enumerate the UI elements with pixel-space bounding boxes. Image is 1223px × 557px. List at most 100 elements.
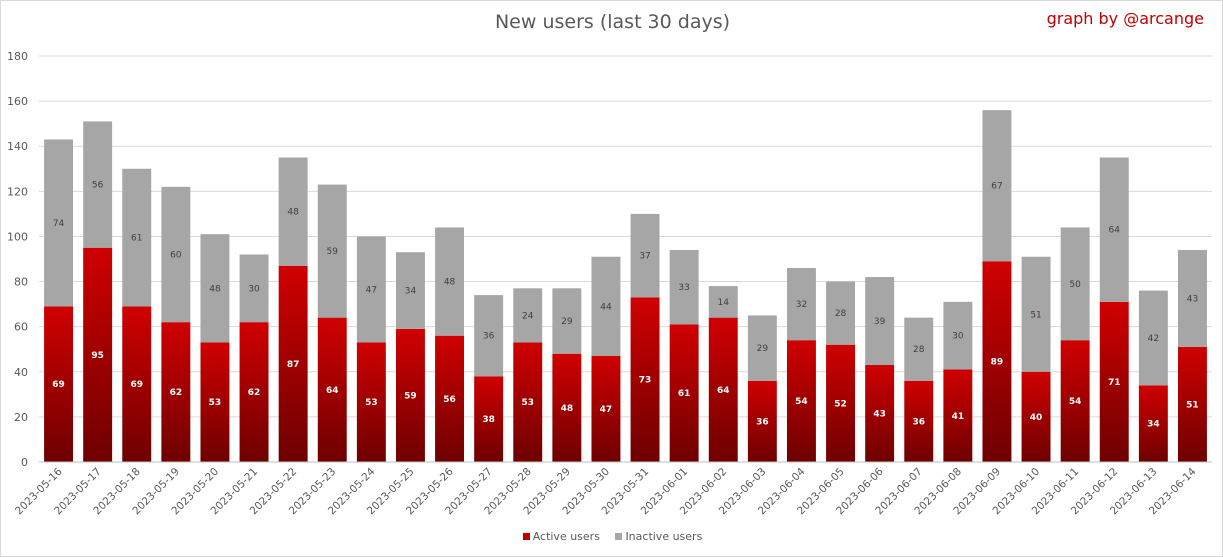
bar-active xyxy=(200,342,230,462)
data-label-active: 95 xyxy=(91,351,104,361)
data-label-inactive: 48 xyxy=(209,284,221,294)
legend-label-active: Active users xyxy=(532,530,600,543)
data-label-inactive: 28 xyxy=(835,309,847,319)
bar-inactive xyxy=(708,286,738,318)
bar-inactive xyxy=(356,236,386,343)
bar-active xyxy=(1177,346,1207,462)
bar-inactive xyxy=(395,252,425,329)
bar-active xyxy=(1138,385,1168,462)
bar-active xyxy=(513,342,543,462)
bar-inactive xyxy=(826,281,856,345)
data-label-active: 48 xyxy=(561,404,574,414)
data-label-inactive: 51 xyxy=(1030,310,1041,320)
data-label-active: 71 xyxy=(1108,378,1121,388)
y-tick-label: 60 xyxy=(14,321,28,334)
y-tick-label: 40 xyxy=(14,366,28,379)
data-label-inactive: 74 xyxy=(53,219,65,229)
bar-inactive xyxy=(591,256,621,356)
legend-swatch-active xyxy=(522,533,530,540)
bar-active xyxy=(1021,371,1051,462)
data-label-active: 40 xyxy=(1030,413,1043,423)
bar-inactive xyxy=(44,139,74,307)
data-label-inactive: 37 xyxy=(639,252,650,262)
x-axis: 2023-05-162023-05-172023-05-182023-05-19… xyxy=(13,461,1212,517)
bar-inactive xyxy=(1060,227,1090,341)
bar-active xyxy=(865,365,895,462)
data-label-active: 54 xyxy=(1069,397,1082,407)
data-label-inactive: 14 xyxy=(718,298,730,308)
bar-active xyxy=(474,376,504,462)
bar-inactive xyxy=(1138,290,1168,386)
data-label-inactive: 42 xyxy=(1148,334,1159,344)
y-tick-label: 80 xyxy=(14,276,28,289)
y-tick-label: 120 xyxy=(7,185,28,198)
bar-inactive xyxy=(1177,249,1207,347)
bar-inactive xyxy=(1021,256,1051,372)
data-label-active: 62 xyxy=(170,388,183,398)
bar-inactive xyxy=(747,315,777,381)
y-tick-label: 180 xyxy=(7,50,28,63)
bar-active xyxy=(982,261,1012,462)
y-tick-label: 20 xyxy=(14,411,28,424)
bar-active xyxy=(904,380,934,462)
data-label-active: 43 xyxy=(873,410,886,420)
chart-credit: graph by @arcange xyxy=(1046,9,1204,28)
data-label-active: 41 xyxy=(952,412,965,422)
gridlines xyxy=(39,55,1212,463)
data-label-inactive: 61 xyxy=(131,234,142,244)
legend: Active users Inactive users xyxy=(1,530,1223,543)
legend-label-inactive: Inactive users xyxy=(625,530,703,543)
bar-inactive xyxy=(200,234,230,343)
data-label-inactive: 33 xyxy=(678,283,689,293)
bar-active xyxy=(161,322,191,462)
bar-inactive xyxy=(278,157,308,266)
bar-inactive xyxy=(513,288,543,343)
bar-active xyxy=(44,306,74,462)
bar-inactive xyxy=(552,288,582,354)
data-label-active: 56 xyxy=(443,395,456,405)
legend-item-active: Active users xyxy=(522,530,600,543)
bar-active xyxy=(552,353,582,462)
bar-active xyxy=(630,297,660,462)
data-label-active: 69 xyxy=(130,380,143,390)
bar-inactive xyxy=(865,277,895,366)
bar-active xyxy=(669,324,699,462)
bar-active xyxy=(591,355,621,462)
data-label-active: 59 xyxy=(404,391,417,401)
data-label-active: 53 xyxy=(365,398,378,408)
bar-inactive xyxy=(122,168,152,307)
data-label-inactive: 28 xyxy=(913,345,925,355)
data-label-inactive: 64 xyxy=(1109,226,1121,236)
bar-active xyxy=(122,306,152,462)
bar-active xyxy=(708,317,738,462)
data-label-active: 53 xyxy=(209,398,222,408)
data-label-active: 87 xyxy=(287,360,300,370)
bar-inactive xyxy=(317,184,347,318)
data-label-active: 73 xyxy=(639,376,652,386)
bar-active xyxy=(826,344,856,462)
data-label-inactive: 34 xyxy=(405,287,417,297)
y-tick-label: 140 xyxy=(7,140,28,153)
bar-active xyxy=(395,328,425,462)
data-label-active: 36 xyxy=(912,417,925,427)
bar-inactive xyxy=(474,295,504,377)
bar-inactive xyxy=(786,268,816,341)
data-label-inactive: 30 xyxy=(248,284,260,294)
data-label-active: 38 xyxy=(482,415,495,425)
bar-active xyxy=(1060,340,1090,462)
data-label-inactive: 67 xyxy=(991,182,1002,192)
legend-swatch-inactive xyxy=(615,533,623,540)
data-label-inactive: 44 xyxy=(600,302,612,312)
bar-inactive xyxy=(943,301,973,370)
data-label-inactive: 56 xyxy=(92,181,104,191)
bar-active xyxy=(786,340,816,462)
y-tick-label: 100 xyxy=(7,230,28,243)
y-tick-label: 160 xyxy=(7,95,28,108)
bar-inactive xyxy=(239,254,269,323)
data-label-inactive: 29 xyxy=(561,317,573,327)
data-label-active: 62 xyxy=(248,388,261,398)
bar-active xyxy=(356,342,386,462)
legend-item-inactive: Inactive users xyxy=(615,530,702,543)
